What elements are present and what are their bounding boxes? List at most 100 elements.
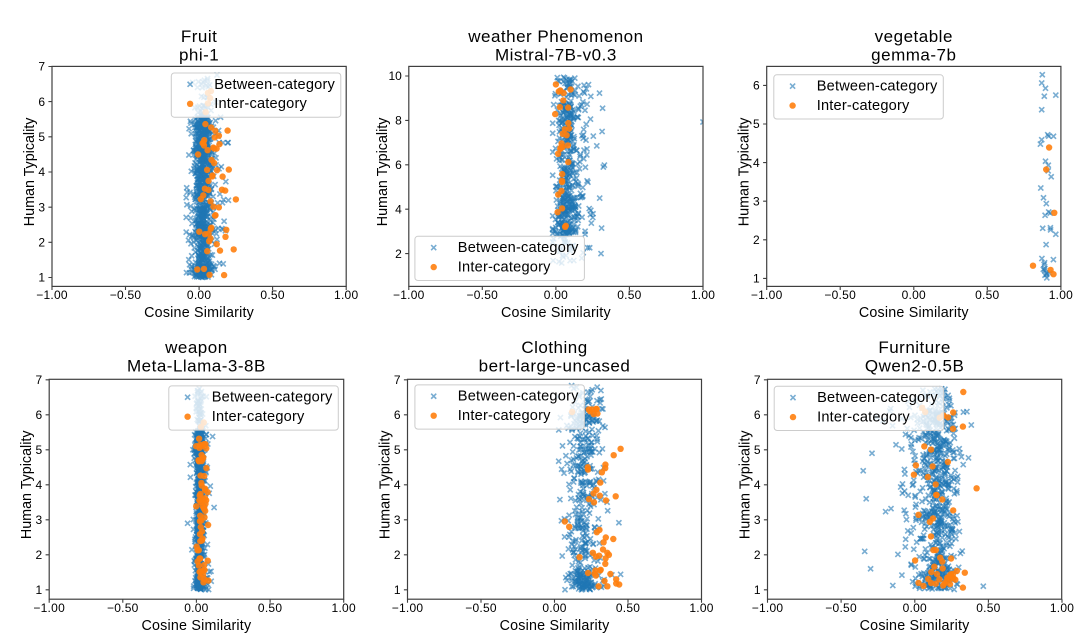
svg-text:4: 4 (754, 478, 761, 492)
svg-text:5: 5 (394, 443, 401, 457)
svg-text:3: 3 (754, 513, 761, 527)
svg-text:2: 2 (395, 247, 402, 261)
svg-text:7: 7 (38, 60, 45, 74)
svg-text:2: 2 (753, 233, 760, 247)
svg-text:gemma-7b: gemma-7b (871, 46, 956, 65)
svg-text:1: 1 (754, 583, 761, 597)
svg-text:phi-1: phi-1 (179, 46, 219, 65)
svg-text:8: 8 (395, 114, 402, 128)
svg-text:4: 4 (394, 478, 401, 492)
svg-text:1.00: 1.00 (334, 288, 358, 302)
svg-text:0.00: 0.00 (903, 601, 927, 615)
svg-text:Between-category: Between-category (817, 79, 938, 95)
svg-text:1.00: 1.00 (332, 601, 356, 615)
svg-text:0.50: 0.50 (975, 288, 999, 302)
svg-text:3: 3 (394, 513, 401, 527)
svg-text:6: 6 (395, 158, 402, 172)
svg-text:Furniture: Furniture (878, 338, 951, 357)
svg-text:Human Typicality: Human Typicality (19, 430, 35, 539)
svg-text:Human Typicality: Human Typicality (378, 430, 394, 539)
svg-text:10: 10 (388, 69, 402, 83)
svg-text:0.00: 0.00 (187, 288, 211, 302)
svg-text:0.00: 0.00 (184, 601, 208, 615)
svg-text:6: 6 (38, 95, 45, 109)
svg-text:1: 1 (394, 583, 401, 597)
svg-text:vegetable: vegetable (875, 27, 953, 46)
svg-text:−1.00: −1.00 (33, 601, 65, 615)
svg-text:6: 6 (394, 408, 401, 422)
svg-text:2: 2 (38, 236, 45, 250)
svg-text:−0.50: −0.50 (825, 601, 857, 615)
svg-text:Human Typicality: Human Typicality (738, 430, 754, 539)
svg-text:3: 3 (38, 200, 45, 214)
svg-text:−1.00: −1.00 (36, 288, 68, 302)
svg-text:1.00: 1.00 (1049, 288, 1073, 302)
svg-text:weapon: weapon (164, 338, 228, 357)
svg-text:4: 4 (753, 156, 760, 170)
svg-text:4: 4 (38, 165, 45, 179)
svg-text:0.00: 0.00 (902, 288, 926, 302)
svg-text:5: 5 (38, 130, 45, 144)
svg-text:Human Typicality: Human Typicality (22, 117, 38, 226)
svg-text:1: 1 (38, 271, 45, 285)
svg-text:−0.50: −0.50 (465, 601, 497, 615)
svg-text:2: 2 (754, 548, 761, 562)
svg-text:2: 2 (36, 548, 43, 562)
svg-text:−1.00: −1.00 (751, 288, 783, 302)
svg-text:Between-category: Between-category (458, 240, 579, 256)
svg-text:Mistral-7B-v0.3: Mistral-7B-v0.3 (495, 46, 617, 65)
svg-text:6: 6 (753, 79, 760, 93)
svg-text:Cosine Similarity: Cosine Similarity (141, 618, 252, 634)
svg-text:Cosine Similarity: Cosine Similarity (144, 305, 255, 321)
svg-text:Between-category: Between-category (212, 390, 333, 406)
svg-text:Inter-category: Inter-category (458, 408, 551, 424)
svg-text:1.00: 1.00 (691, 288, 715, 302)
svg-text:2: 2 (394, 548, 401, 562)
svg-text:6: 6 (754, 408, 761, 422)
svg-text:0.00: 0.00 (544, 288, 568, 302)
svg-text:1.00: 1.00 (1050, 601, 1074, 615)
svg-text:7: 7 (754, 373, 761, 387)
svg-text:1: 1 (753, 272, 760, 286)
svg-text:7: 7 (36, 373, 43, 387)
svg-text:3: 3 (36, 513, 43, 527)
svg-text:5: 5 (36, 443, 43, 457)
svg-text:0.50: 0.50 (976, 601, 1000, 615)
svg-text:Inter-category: Inter-category (214, 96, 307, 112)
svg-text:Cosine Similarity: Cosine Similarity (859, 305, 970, 321)
svg-text:Meta-Llama-3-8B: Meta-Llama-3-8B (127, 357, 266, 376)
svg-text:7: 7 (394, 373, 401, 387)
svg-text:0.50: 0.50 (616, 601, 640, 615)
svg-text:0.50: 0.50 (617, 288, 641, 302)
svg-text:4: 4 (36, 478, 43, 492)
svg-text:Between-category: Between-category (458, 389, 579, 405)
svg-text:5: 5 (753, 117, 760, 131)
svg-text:Human Typicality: Human Typicality (737, 117, 753, 226)
svg-text:−0.50: −0.50 (466, 288, 498, 302)
svg-text:−1.00: −1.00 (393, 288, 425, 302)
svg-text:0.50: 0.50 (260, 288, 284, 302)
svg-text:6: 6 (36, 408, 43, 422)
svg-text:3: 3 (753, 194, 760, 208)
svg-text:Inter-category: Inter-category (817, 409, 910, 425)
svg-text:1.00: 1.00 (689, 601, 713, 615)
svg-text:Cosine Similarity: Cosine Similarity (500, 618, 611, 634)
svg-text:Cosine Similarity: Cosine Similarity (860, 618, 971, 634)
svg-text:−0.50: −0.50 (107, 601, 139, 615)
svg-text:4: 4 (395, 202, 402, 216)
svg-text:Clothing: Clothing (521, 338, 587, 357)
svg-text:5: 5 (754, 443, 761, 457)
svg-text:1: 1 (36, 583, 43, 597)
svg-text:Between-category: Between-category (817, 390, 938, 406)
svg-text:−0.50: −0.50 (824, 288, 856, 302)
svg-text:−1.00: −1.00 (752, 601, 784, 615)
svg-text:bert-large-uncased: bert-large-uncased (479, 357, 631, 376)
svg-text:−0.50: −0.50 (110, 288, 142, 302)
svg-text:weather Phenomenon: weather Phenomenon (467, 27, 643, 46)
svg-text:Qwen2-0.5B: Qwen2-0.5B (865, 357, 965, 376)
svg-text:0.00: 0.00 (542, 601, 566, 615)
svg-text:Inter-category: Inter-category (458, 259, 551, 275)
svg-text:0.50: 0.50 (258, 601, 282, 615)
svg-text:−1.00: −1.00 (392, 601, 424, 615)
svg-text:Between-category: Between-category (214, 77, 335, 93)
